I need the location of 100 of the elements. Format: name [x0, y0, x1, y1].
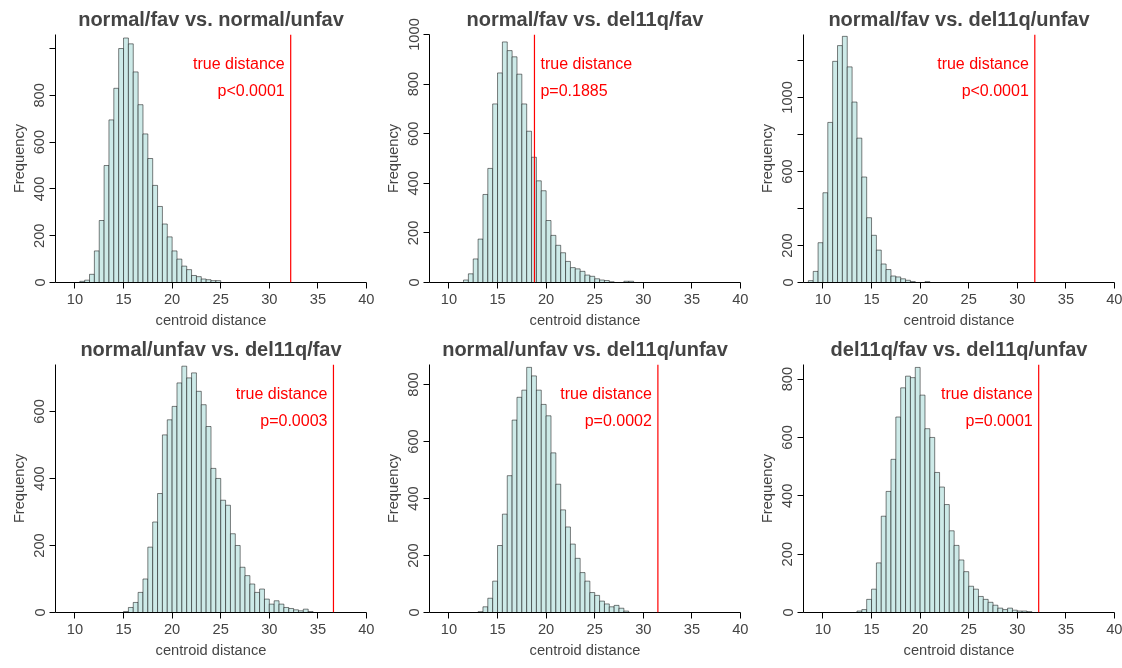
x-tick-label: 25 [212, 290, 229, 307]
x-tick-label: 20 [537, 620, 555, 637]
annotation: p=0.0001 [965, 411, 1033, 429]
y-axis-title: Frequency [384, 123, 401, 194]
y-tick-label: 600 [405, 121, 422, 146]
x-tick-label: 35 [309, 290, 327, 307]
x-tick-label: 10 [66, 290, 84, 307]
x-axis-title: centroid distance [529, 641, 641, 658]
x-tick-label: 15 [863, 620, 880, 637]
ref-line-label: true distance [193, 54, 285, 72]
ref-line-label: true distance [937, 54, 1029, 72]
x-tick-label: 10 [440, 290, 458, 307]
y-tick-label: 0 [405, 278, 422, 287]
x-axis-title: centroid distance [903, 311, 1015, 328]
x-tick-label: 25 [586, 290, 603, 307]
y-tick-label: 400 [405, 486, 422, 511]
x-tick-label: 40 [732, 290, 749, 307]
y-tick-label: 1000 [779, 81, 796, 114]
y-tick-label: 0 [779, 608, 796, 617]
x-tick-label: 35 [683, 290, 701, 307]
x-tick-label: 35 [1057, 620, 1075, 637]
y-tick-label: 200 [31, 223, 48, 248]
y-tick-label: 200 [405, 543, 422, 568]
annotation: p=0.1885 [540, 81, 608, 99]
chart-title: normal/unfav vs. del11q/unfav [442, 337, 729, 360]
y-tick-label: 800 [31, 83, 48, 108]
ref-line-label: true distance [235, 384, 328, 402]
y-tick-label: 800 [779, 366, 796, 392]
x-tick-label: 35 [309, 620, 327, 637]
x-tick-label: 25 [212, 620, 229, 637]
x-tick-label: 30 [261, 620, 278, 637]
x-tick-label: 20 [911, 290, 929, 307]
y-axis-title: Frequency [10, 453, 27, 524]
ref-line-label: true distance [540, 54, 633, 72]
y-tick-label: 400 [31, 176, 48, 202]
x-tick-label: 30 [635, 290, 652, 307]
y-tick-label: 0 [779, 278, 796, 287]
y-axis-title: Frequency [10, 123, 27, 194]
y-tick-label: 0 [31, 608, 48, 617]
x-tick-label: 35 [1057, 290, 1075, 307]
y-tick-label: 400 [405, 171, 422, 196]
x-tick-label: 40 [1106, 620, 1122, 637]
y-axis-title: Frequency [758, 123, 775, 194]
x-tick-label: 20 [537, 290, 555, 307]
y-tick-label: 600 [779, 159, 796, 184]
y-tick-label: 400 [779, 483, 796, 509]
x-tick-label: 20 [163, 620, 181, 637]
y-tick-label: 1000 [405, 18, 422, 51]
x-tick-label: 15 [115, 290, 132, 307]
x-tick-label: 20 [911, 620, 929, 637]
y-tick-label: 200 [31, 533, 48, 558]
x-tick-label: 10 [814, 290, 832, 307]
x-axis-title: centroid distance [155, 311, 267, 328]
y-tick-label: 600 [31, 129, 48, 155]
y-tick-label: 800 [405, 372, 422, 397]
x-tick-label: 40 [732, 620, 749, 637]
x-tick-label: 40 [358, 620, 375, 637]
chart-title: normal/unfav vs. del11q/fav [80, 337, 343, 360]
y-tick-label: 400 [31, 466, 48, 491]
chart-title: del11q/fav vs. del11q/unfav [830, 337, 1089, 360]
annotation: p<0.0001 [961, 81, 1029, 99]
y-axis-title: Frequency [384, 453, 401, 524]
y-tick-label: 600 [31, 399, 48, 424]
y-axis-title: Frequency [758, 453, 775, 524]
x-tick-label: 15 [489, 620, 506, 637]
x-tick-label: 10 [440, 620, 458, 637]
x-tick-label: 15 [489, 290, 506, 307]
y-tick-label: 600 [405, 429, 422, 454]
x-tick-label: 40 [1106, 290, 1122, 307]
annotation: p=0.0002 [584, 411, 652, 429]
x-tick-label: 25 [586, 620, 603, 637]
x-tick-label: 10 [66, 620, 84, 637]
x-tick-label: 20 [163, 290, 181, 307]
y-tick-label: 200 [779, 541, 796, 567]
x-tick-label: 25 [960, 620, 977, 637]
x-tick-label: 10 [814, 620, 832, 637]
y-tick-label: 600 [779, 425, 796, 450]
chart-title: normal/fav vs. normal/unfav [78, 7, 345, 30]
x-tick-label: 15 [115, 620, 132, 637]
ref-line-label: true distance [560, 384, 652, 402]
annotation: p=0.0003 [260, 411, 328, 429]
y-tick-label: 200 [405, 220, 422, 246]
x-axis-title: centroid distance [529, 311, 641, 328]
x-tick-label: 35 [683, 620, 701, 637]
x-tick-label: 40 [358, 290, 375, 307]
x-tick-label: 30 [1009, 290, 1026, 307]
x-axis-title: centroid distance [903, 641, 1015, 658]
x-tick-label: 25 [960, 290, 977, 307]
y-tick-label: 0 [31, 278, 48, 287]
y-tick-label: 0 [405, 608, 422, 617]
ref-line-label: true distance [941, 384, 1033, 402]
chart-title: normal/fav vs. del11q/unfav [828, 7, 1091, 30]
chart-title: normal/fav vs. del11q/fav [466, 7, 705, 30]
x-axis-title: centroid distance [155, 641, 267, 658]
annotation: p<0.0001 [217, 81, 285, 99]
x-tick-label: 30 [1009, 620, 1026, 637]
x-tick-label: 15 [863, 290, 880, 307]
x-tick-label: 30 [261, 290, 278, 307]
y-tick-label: 800 [405, 71, 422, 97]
x-tick-label: 30 [635, 620, 652, 637]
